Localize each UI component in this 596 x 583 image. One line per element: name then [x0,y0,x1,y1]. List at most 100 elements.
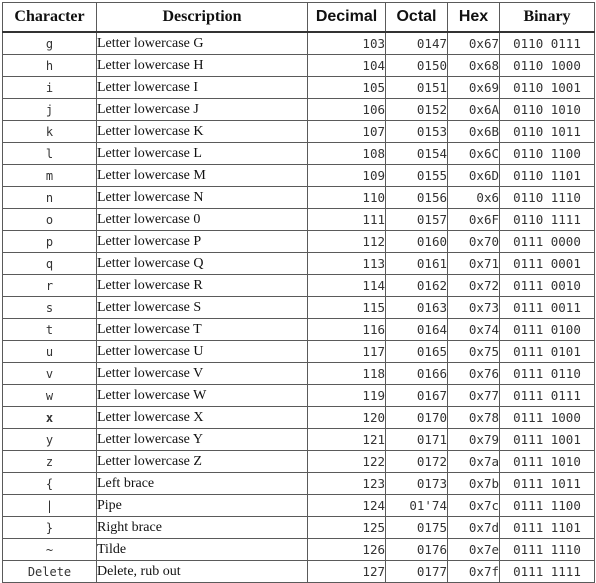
binary-cell: 0111 0111 [499,384,595,407]
description-cell: Letter lowercase Q [96,252,308,275]
table-row: v Letter lowercase V 118 0166 0x76 0111 0110 [2,362,595,385]
character-cell: u [2,340,97,363]
octal-cell: 0177 [385,560,448,583]
table-row: z Letter lowercase Z 122 0172 0x7a 0111 1010 [2,450,595,473]
binary-cell: 0111 1101 [499,516,595,539]
decimal-cell: 125 [307,516,386,539]
character-cell: l [2,142,97,165]
character-cell: m [2,164,97,187]
table-row: } Right brace 125 0175 0x7d 0111 1101 [2,516,595,539]
table-row: s Letter lowercase S 115 0163 0x73 0111 0011 [2,296,595,319]
octal-cell: 0166 [385,362,448,385]
binary-cell: 0111 1010 [499,450,595,473]
character-cell: | [2,494,97,517]
octal-cell: 0154 [385,142,448,165]
decimal-cell: 115 [307,296,386,319]
description-cell: Letter lowercase X [96,406,308,429]
binary-cell: 0110 1000 [499,54,595,77]
octal-cell: 0163 [385,296,448,319]
description-cell: Letter lowercase N [96,186,308,209]
octal-cell: 0165 [385,340,448,363]
character-cell: p [2,230,97,253]
binary-cell: 0111 0101 [499,340,595,363]
octal-cell: 0160 [385,230,448,253]
hex-cell: 0x6D [447,164,500,187]
table-row: y Letter lowercase Y 121 0171 0x79 0111 1001 [2,428,595,451]
description-cell: Pipe [96,494,308,517]
octal-cell: 0164 [385,318,448,341]
character-cell: t [2,318,97,341]
character-cell: j [2,98,97,121]
header-row: Character Description Decimal Octal Hex … [2,2,595,33]
description-cell: Right brace [96,516,308,539]
description-cell: Letter lowercase T [96,318,308,341]
character-cell: Delete [2,560,97,583]
binary-cell: 0111 0011 [499,296,595,319]
description-cell: Letter lowercase V [96,362,308,385]
decimal-cell: 109 [307,164,386,187]
hex-cell: 0x7b [447,472,500,495]
decimal-cell: 107 [307,120,386,143]
decimal-cell: 118 [307,362,386,385]
table-row: i Letter lowercase I 105 0151 0x69 0110 1001 [2,76,595,99]
table-row: | Pipe 124 01'74 0x7c 0111 1100 [2,494,595,517]
description-cell: Letter lowercase Y [96,428,308,451]
table-row: x Letter lowercase X 120 0170 0x78 0111 1000 [2,406,595,429]
character-cell: s [2,296,97,319]
decimal-cell: 116 [307,318,386,341]
decimal-cell: 112 [307,230,386,253]
binary-cell: 0110 1101 [499,164,595,187]
decimal-cell: 105 [307,76,386,99]
decimal-cell: 122 [307,450,386,473]
description-cell: Letter lowercase M [96,164,308,187]
hex-cell: 0x77 [447,384,500,407]
character-cell: o [2,208,97,231]
header-binary: Binary [499,2,595,33]
table-row: q Letter lowercase Q 113 0161 0x71 0111 0001 [2,252,595,275]
table-header: Character Description Decimal Octal Hex … [2,2,595,33]
binary-cell: 0111 1000 [499,406,595,429]
table-row: u Letter lowercase U 117 0165 0x75 0111 0101 [2,340,595,363]
table-row: r Letter lowercase R 114 0162 0x72 0111 0010 [2,274,595,297]
decimal-cell: 127 [307,560,386,583]
binary-cell: 0110 1010 [499,98,595,121]
decimal-cell: 113 [307,252,386,275]
header-description: Description [96,2,308,33]
octal-cell: 0171 [385,428,448,451]
hex-cell: 0x6F [447,208,500,231]
octal-cell: 0152 [385,98,448,121]
description-cell: Delete, rub out [96,560,308,583]
octal-cell: 0151 [385,76,448,99]
decimal-cell: 123 [307,472,386,495]
hex-cell: 0x74 [447,318,500,341]
description-cell: Left brace [96,472,308,495]
hex-cell: 0x6B [447,120,500,143]
decimal-cell: 108 [307,142,386,165]
header-octal: Octal [385,2,448,33]
header-decimal: Decimal [307,2,386,33]
character-cell: z [2,450,97,473]
character-cell: w [2,384,97,407]
binary-cell: 0111 1100 [499,494,595,517]
table-row: o Letter lowercase 0 111 0157 0x6F 0110 1111 [2,208,595,231]
description-cell: Letter lowercase U [96,340,308,363]
hex-cell: 0x7c [447,494,500,517]
hex-cell: 0x7d [447,516,500,539]
hex-cell: 0x7f [447,560,500,583]
decimal-cell: 120 [307,406,386,429]
table-row: l Letter lowercase L 108 0154 0x6C 0110 1100 [2,142,595,165]
binary-cell: 0111 1110 [499,538,595,561]
character-cell: g [2,31,97,55]
table-row: m Letter lowercase M 109 0155 0x6D 0110 1101 [2,164,595,187]
description-cell: Letter lowercase 0 [96,208,308,231]
character-cell: } [2,516,97,539]
table-row: Delete Delete, rub out 127 0177 0x7f 0111 111… [2,560,595,583]
decimal-cell: 126 [307,538,386,561]
character-cell: x [2,406,97,429]
octal-cell: 0175 [385,516,448,539]
binary-cell: 0110 1100 [499,142,595,165]
binary-cell: 0110 1110 [499,186,595,209]
binary-cell: 0110 0111 [499,31,595,55]
decimal-cell: 103 [307,31,386,55]
